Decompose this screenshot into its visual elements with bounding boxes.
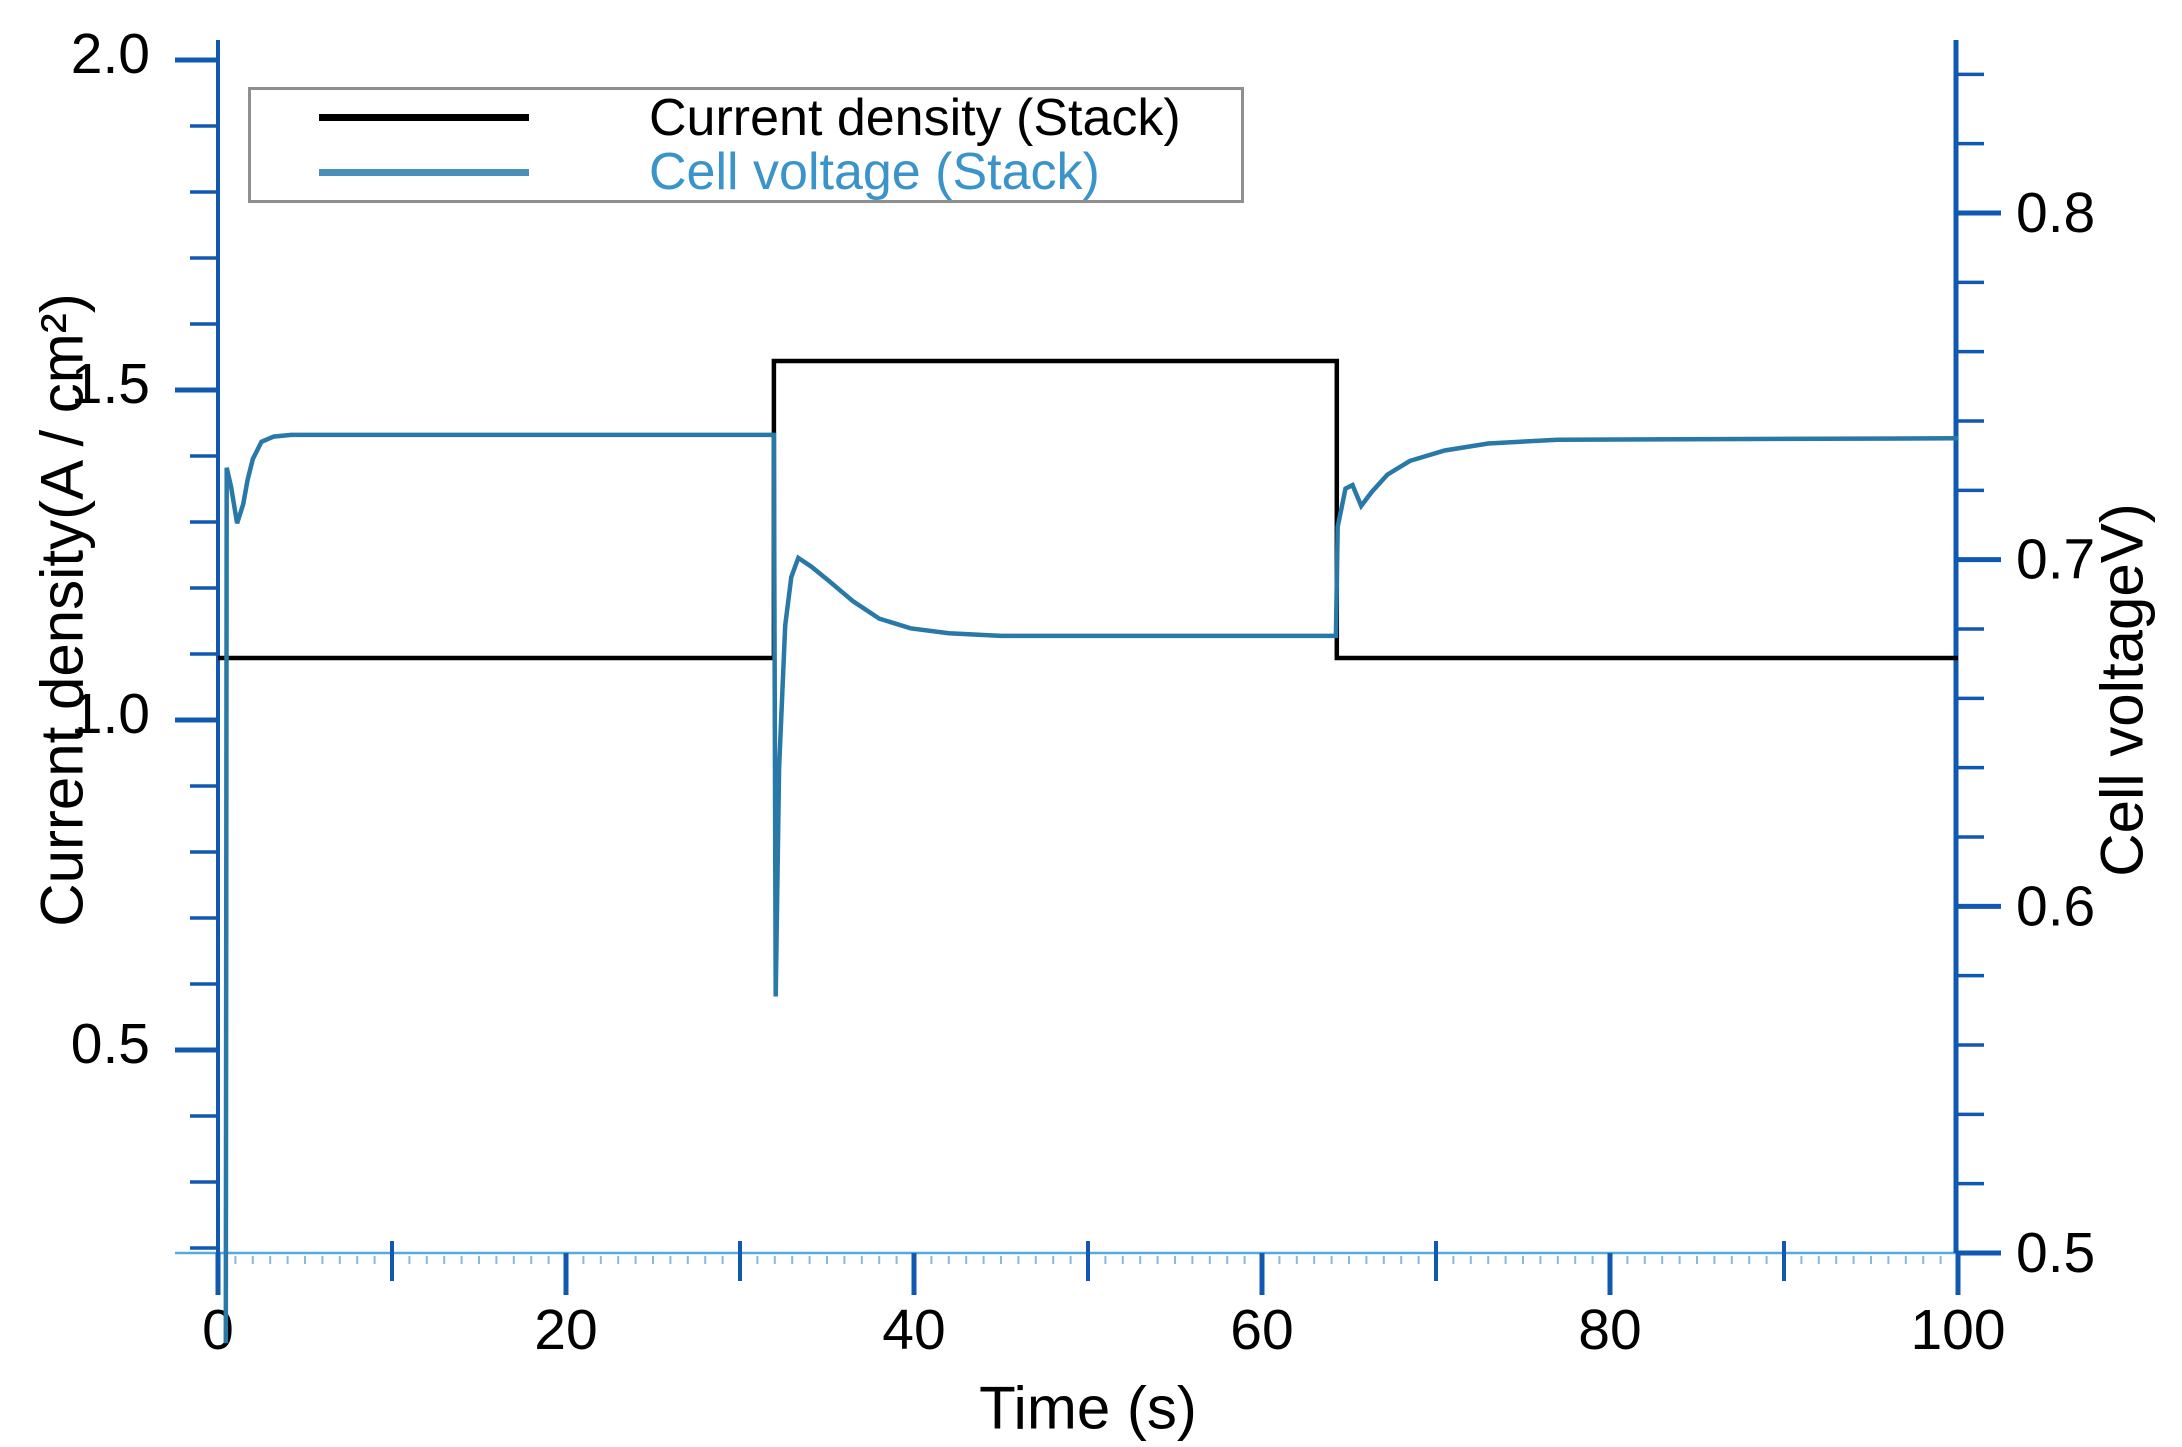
left-axis-title: Current density(A / cm²) xyxy=(28,293,96,927)
cell-voltage-line-swatch xyxy=(319,168,529,176)
current-density-line-swatch xyxy=(319,114,529,122)
x-tick-label: 60 xyxy=(1230,1298,1293,1362)
right-tick-label: 0.5 xyxy=(2016,1221,2095,1285)
legend-label-cell-voltage: Cell voltage (Stack) xyxy=(649,143,1100,202)
cell-voltage-curve xyxy=(223,432,1959,1344)
right-tick-label: 0.8 xyxy=(2016,181,2095,245)
right-tick-label: 0.6 xyxy=(2016,874,2095,938)
left-tick-label: 2.0 xyxy=(71,22,150,86)
left-tick-label: 0.5 xyxy=(71,1012,150,1076)
right-tick-label: 0.7 xyxy=(2016,528,2095,592)
x-axis-title: Time (s) xyxy=(979,1374,1197,1442)
x-tick-label: 20 xyxy=(534,1298,597,1362)
x-tick-label: 100 xyxy=(1910,1298,2005,1362)
x-tick-label: 40 xyxy=(882,1298,945,1362)
x-tick-label: 0 xyxy=(202,1298,234,1362)
legend: Current density (Stack) Cell voltage (St… xyxy=(248,87,1244,203)
left-tick-label: 1.0 xyxy=(71,682,150,746)
current-density-curve xyxy=(218,358,1958,661)
legend-entry-cell-voltage: Cell voltage (Stack) xyxy=(251,146,1241,199)
right-axis-title: Cell voltageV) xyxy=(2088,503,2156,877)
legend-label-current-density: Current density (Stack) xyxy=(649,88,1181,147)
left-tick-label: 1.5 xyxy=(71,352,150,416)
legend-entry-current-density: Current density (Stack) xyxy=(251,91,1241,144)
x-tick-label: 80 xyxy=(1578,1298,1641,1362)
